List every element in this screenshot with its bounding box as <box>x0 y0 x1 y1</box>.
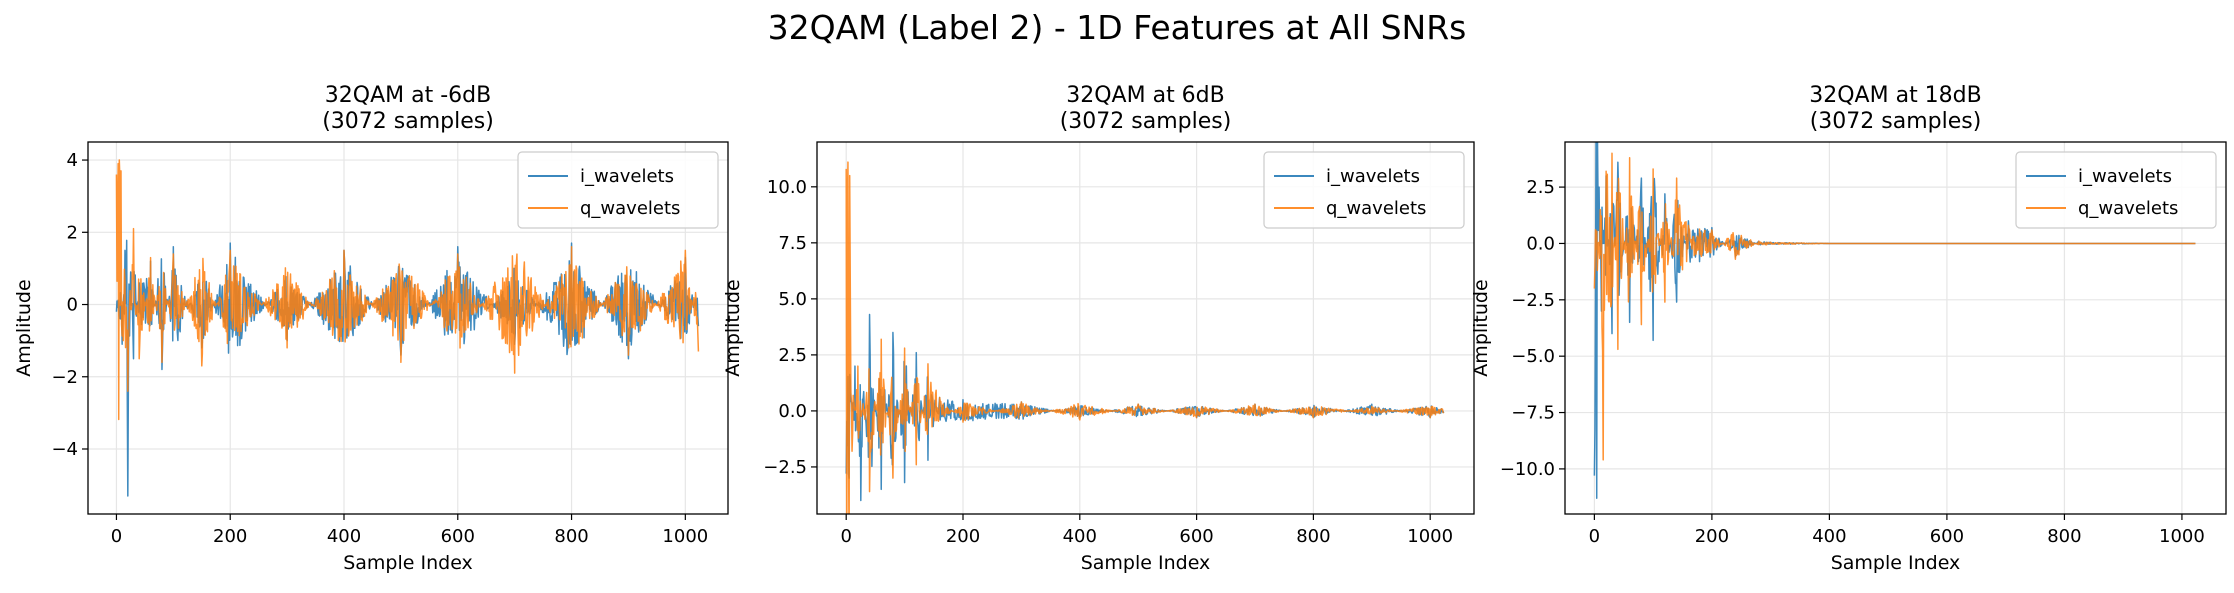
y-axis-label: Amplitude <box>13 279 35 376</box>
subplot-title: 32QAM at 6dB <box>1066 83 1225 108</box>
x-tick-label: 0 <box>1589 526 1600 547</box>
series-line-q_wavelets <box>115 159 700 421</box>
y-tick-label: 2 <box>67 222 78 243</box>
legend-box <box>1263 151 1465 229</box>
axes-frame <box>87 141 729 515</box>
legend: i_wavelets q_wavelets <box>1263 151 1465 229</box>
x-tick-label: 800 <box>554 526 588 547</box>
x-axis-label: Sample Index <box>1831 552 1961 574</box>
y-tick-label: −7.5 <box>1511 403 1555 424</box>
y-tick-label: −2.5 <box>1511 290 1555 311</box>
x-tick-label: 200 <box>213 526 247 547</box>
figure-title: 32QAM (Label 2) - 1D Features at All SNR… <box>767 8 1467 47</box>
x-tick-label: 400 <box>1063 526 1097 547</box>
legend: i_wavelets q_wavelets <box>2015 151 2217 229</box>
subplot-title: 32QAM at -6dB <box>325 83 491 108</box>
y-tick-label: −2.5 <box>763 457 807 478</box>
series-line-q_wavelets <box>1593 152 2196 461</box>
legend-label-q_wavelets: q_wavelets <box>2078 198 2178 219</box>
y-tick-label: 0.0 <box>1526 233 1555 254</box>
plot-area <box>845 161 1445 514</box>
x-axis-label: Sample Index <box>343 552 473 574</box>
subplot-2: 0 200 400 600 800 1000 −2.5 0.0 2.5 5.0 7.5 10.0 Sam… <box>722 83 1475 574</box>
y-tick-label: −2 <box>51 367 78 388</box>
subplot-title: 32QAM at 18dB <box>1809 83 1982 108</box>
legend-box <box>517 151 719 229</box>
legend-label-i_wavelets: i_wavelets <box>580 166 674 187</box>
y-tick-label: 4 <box>67 150 78 171</box>
y-tick-label: 2.5 <box>778 345 807 366</box>
y-tick-label: −5.0 <box>1511 346 1555 367</box>
x-tick-label: 200 <box>946 526 980 547</box>
x-tick-label: 1000 <box>2159 526 2205 547</box>
legend-label-i_wavelets: i_wavelets <box>1326 166 1420 187</box>
plot-area <box>115 159 700 497</box>
x-tick-label: 200 <box>1695 526 1729 547</box>
x-tick-label: 800 <box>1296 526 1330 547</box>
legend: i_wavelets q_wavelets <box>517 151 719 229</box>
y-axis-label: Amplitude <box>722 279 744 376</box>
y-tick-label: 5.0 <box>778 289 807 310</box>
x-tick-label: 1000 <box>1407 526 1453 547</box>
legend-label-q_wavelets: q_wavelets <box>1326 198 1426 219</box>
subplot-3: 0 200 400 600 800 1000 −10.0 −7.5 −5.0 −2.5 0.0 2.5… <box>1470 83 2227 574</box>
subplot-subtitle: (3072 samples) <box>1810 109 1982 134</box>
y-tick-label: 10.0 <box>767 177 807 198</box>
legend-label-i_wavelets: i_wavelets <box>2078 166 2172 187</box>
legend-box <box>2015 151 2217 229</box>
y-tick-label: 7.5 <box>778 233 807 254</box>
x-tick-label: 0 <box>111 526 122 547</box>
x-tick-label: 1000 <box>662 526 708 547</box>
y-tick-label: 0.0 <box>778 401 807 422</box>
legend-label-q_wavelets: q_wavelets <box>580 198 680 219</box>
y-tick-label: −10.0 <box>1500 459 1555 480</box>
x-tick-label: 800 <box>2047 526 2081 547</box>
x-tick-label: 0 <box>840 526 851 547</box>
y-axis-label: Amplitude <box>1470 279 1492 376</box>
y-tick-label: 0 <box>67 295 78 316</box>
axes-frame <box>816 141 1475 515</box>
axes-frame <box>1564 141 2227 515</box>
x-tick-label: 600 <box>441 526 475 547</box>
subplot-subtitle: (3072 samples) <box>322 109 494 134</box>
y-tick-label: 2.5 <box>1526 177 1555 198</box>
x-axis-label: Sample Index <box>1081 552 1211 574</box>
x-tick-label: 400 <box>1812 526 1846 547</box>
plot-area <box>1593 142 2196 499</box>
series-line-q_wavelets <box>845 161 1445 514</box>
x-tick-label: 600 <box>1930 526 1964 547</box>
x-tick-label: 400 <box>327 526 361 547</box>
subplot-1: 0 200 400 600 800 1000 −4 −2 0 2 4 Sample Index Ampl… <box>13 83 729 574</box>
y-tick-label: −4 <box>51 439 78 460</box>
x-tick-label: 600 <box>1179 526 1213 547</box>
subplot-subtitle: (3072 samples) <box>1060 109 1232 134</box>
